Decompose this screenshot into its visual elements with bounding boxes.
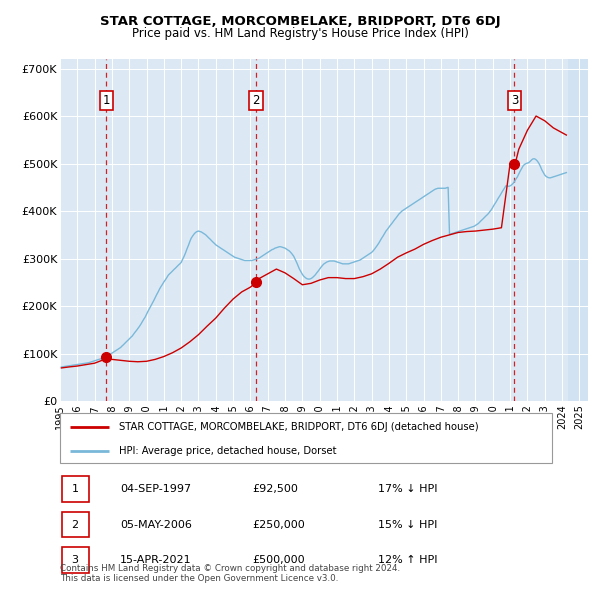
Text: 1: 1 bbox=[71, 484, 79, 494]
Text: 05-MAY-2006: 05-MAY-2006 bbox=[120, 520, 192, 529]
Text: Price paid vs. HM Land Registry's House Price Index (HPI): Price paid vs. HM Land Registry's House … bbox=[131, 27, 469, 40]
Text: 1: 1 bbox=[103, 94, 110, 107]
FancyBboxPatch shape bbox=[62, 512, 89, 537]
Text: 3: 3 bbox=[511, 94, 518, 107]
Text: 3: 3 bbox=[71, 555, 79, 565]
Text: STAR COTTAGE, MORCOMBELAKE, BRIDPORT, DT6 6DJ (detached house): STAR COTTAGE, MORCOMBELAKE, BRIDPORT, DT… bbox=[119, 422, 479, 432]
Text: 04-SEP-1997: 04-SEP-1997 bbox=[120, 484, 191, 494]
Text: £250,000: £250,000 bbox=[252, 520, 305, 529]
Text: 15-APR-2021: 15-APR-2021 bbox=[120, 555, 191, 565]
Text: 17% ↓ HPI: 17% ↓ HPI bbox=[378, 484, 437, 494]
Text: 12% ↑ HPI: 12% ↑ HPI bbox=[378, 555, 437, 565]
Text: Contains HM Land Registry data © Crown copyright and database right 2024.
This d: Contains HM Land Registry data © Crown c… bbox=[60, 563, 400, 583]
Text: £92,500: £92,500 bbox=[252, 484, 298, 494]
FancyBboxPatch shape bbox=[62, 476, 89, 502]
Text: 15% ↓ HPI: 15% ↓ HPI bbox=[378, 520, 437, 529]
FancyBboxPatch shape bbox=[62, 547, 89, 573]
Text: £500,000: £500,000 bbox=[252, 555, 305, 565]
Text: HPI: Average price, detached house, Dorset: HPI: Average price, detached house, Dors… bbox=[119, 445, 337, 455]
Text: 2: 2 bbox=[253, 94, 260, 107]
FancyBboxPatch shape bbox=[60, 413, 552, 463]
Text: STAR COTTAGE, MORCOMBELAKE, BRIDPORT, DT6 6DJ: STAR COTTAGE, MORCOMBELAKE, BRIDPORT, DT… bbox=[100, 15, 500, 28]
Text: 2: 2 bbox=[71, 520, 79, 529]
Bar bbox=[568, 59, 588, 401]
